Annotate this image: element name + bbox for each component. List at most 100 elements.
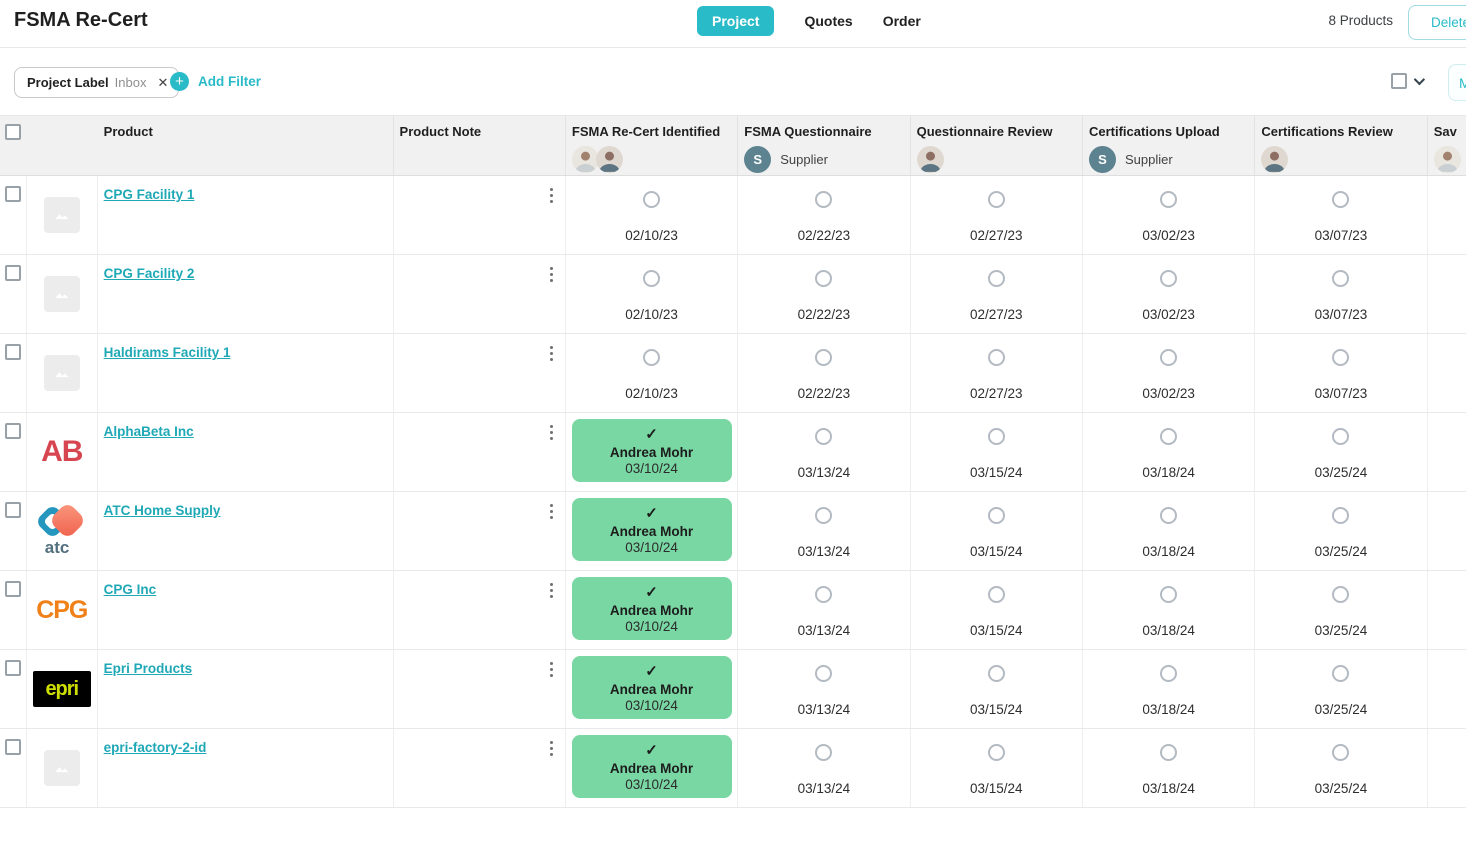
step-radio[interactable] xyxy=(1160,349,1178,366)
step-radio[interactable] xyxy=(987,428,1005,445)
bulk-select-checkbox[interactable] xyxy=(1391,73,1407,89)
step-radio[interactable] xyxy=(815,349,833,366)
row-checkbox[interactable] xyxy=(5,186,21,202)
step-date: 03/02/23 xyxy=(1142,307,1195,322)
step-radio[interactable] xyxy=(643,349,661,366)
step-radio[interactable] xyxy=(1160,744,1178,761)
kebab-menu-icon[interactable] xyxy=(548,344,555,363)
step-radio[interactable] xyxy=(987,586,1005,603)
step-cell-cutoff xyxy=(1428,650,1466,728)
tab-project[interactable]: Project xyxy=(697,6,775,36)
product-link[interactable]: CPG Facility 1 xyxy=(103,187,195,202)
products-count: 8 Products xyxy=(1328,13,1393,28)
step-radio[interactable] xyxy=(815,191,833,208)
tab-order[interactable]: Order xyxy=(882,13,921,29)
step-radio[interactable] xyxy=(987,349,1005,366)
kebab-menu-icon[interactable] xyxy=(548,265,555,284)
step-radio[interactable] xyxy=(987,507,1005,524)
supplier-avatar: S xyxy=(1088,146,1116,173)
step-radio[interactable] xyxy=(815,665,833,682)
step-radio[interactable] xyxy=(1160,507,1178,524)
step-cell: 02/27/23 xyxy=(911,255,1083,333)
avatar-photo xyxy=(1261,146,1289,173)
row-checkbox[interactable] xyxy=(5,739,21,755)
row-checkbox[interactable] xyxy=(5,265,21,281)
step-date: 02/10/23 xyxy=(625,307,678,322)
tab-quotes[interactable]: Quotes xyxy=(804,13,853,29)
product-link[interactable]: Haldirams Facility 1 xyxy=(103,345,231,360)
kebab-menu-icon[interactable] xyxy=(548,186,555,205)
step-radio[interactable] xyxy=(1160,665,1178,682)
step-radio[interactable] xyxy=(1160,586,1178,603)
row-checkbox[interactable] xyxy=(5,660,21,676)
filter-chip-project-label[interactable]: Project Label Inbox ✕ xyxy=(14,67,180,98)
step-cell: 03/13/24 xyxy=(738,650,911,728)
step-cell: 03/13/24 xyxy=(738,729,911,807)
step-radio[interactable] xyxy=(1160,270,1178,287)
kebab-menu-icon[interactable] xyxy=(548,581,555,600)
select-all-checkbox[interactable] xyxy=(5,124,21,140)
step-radio[interactable] xyxy=(987,270,1005,287)
step-radio[interactable] xyxy=(1332,428,1350,445)
step-cell: 03/02/23 xyxy=(1083,255,1256,333)
add-filter-label: Add Filter xyxy=(198,74,261,89)
step-radio[interactable] xyxy=(1332,191,1350,208)
row-checkbox[interactable] xyxy=(5,502,21,518)
product-link[interactable]: ATC Home Supply xyxy=(103,503,221,518)
step-radio[interactable] xyxy=(815,507,833,524)
product-link[interactable]: CPG Inc xyxy=(103,582,157,597)
filter-bar: Project Label Inbox ✕ + Add Filter M xyxy=(0,48,1466,115)
row-checkbox[interactable] xyxy=(5,581,21,597)
step-cell: ✓ Andrea Mohr 03/10/24 xyxy=(566,492,739,570)
kebab-menu-icon[interactable] xyxy=(548,423,555,442)
delete-button[interactable]: Delete xyxy=(1408,5,1466,40)
step-radio[interactable] xyxy=(987,665,1005,682)
step-radio[interactable] xyxy=(815,428,833,445)
step-done-chip[interactable]: ✓ Andrea Mohr 03/10/24 xyxy=(571,498,732,561)
step-radio[interactable] xyxy=(1332,270,1350,287)
product-link[interactable]: Epri Products xyxy=(103,661,193,676)
step-radio[interactable] xyxy=(1332,665,1350,682)
step-cell: 03/07/23 xyxy=(1255,176,1428,254)
message-button-cutoff[interactable]: M xyxy=(1448,64,1466,101)
row-checkbox[interactable] xyxy=(5,344,21,360)
kebab-menu-icon[interactable] xyxy=(548,660,555,679)
step-radio[interactable] xyxy=(815,744,833,761)
step-radio[interactable] xyxy=(1160,428,1178,445)
product-logo-cell: atc xyxy=(27,492,98,570)
step-cell: 03/02/23 xyxy=(1083,334,1256,412)
table-row: CPG Facility 1 02/10/23 02/22/23 02/27/23 0… xyxy=(0,176,1466,255)
product-link[interactable]: AlphaBeta Inc xyxy=(103,424,194,439)
step-radio[interactable] xyxy=(1332,349,1350,366)
step-date: 02/27/23 xyxy=(969,307,1023,322)
add-filter-button[interactable]: + Add Filter xyxy=(170,72,261,91)
chevron-down-icon[interactable] xyxy=(1413,73,1426,86)
step-cell-cutoff xyxy=(1428,571,1466,649)
kebab-menu-icon[interactable] xyxy=(548,502,555,521)
step-done-chip[interactable]: ✓ Andrea Mohr 03/10/24 xyxy=(571,656,732,719)
step-radio[interactable] xyxy=(815,270,833,287)
step-radio[interactable] xyxy=(1332,586,1350,603)
step-radio[interactable] xyxy=(1332,744,1350,761)
step-done-chip[interactable]: ✓ Andrea Mohr 03/10/24 xyxy=(571,577,732,640)
kebab-menu-icon[interactable] xyxy=(548,739,555,758)
table-body: CPG Facility 1 02/10/23 02/22/23 02/27/23 0… xyxy=(0,176,1466,808)
step-radio[interactable] xyxy=(643,270,661,287)
step-done-chip[interactable]: ✓ Andrea Mohr 03/10/24 xyxy=(571,419,732,482)
step-radio[interactable] xyxy=(1332,507,1350,524)
step-radio[interactable] xyxy=(1160,191,1178,208)
step-radio[interactable] xyxy=(643,191,661,208)
step-radio[interactable] xyxy=(987,191,1005,208)
step-radio[interactable] xyxy=(815,586,833,603)
step-cell: 03/18/24 xyxy=(1083,413,1256,491)
step-radio[interactable] xyxy=(987,744,1005,761)
step-cell: ✓ Andrea Mohr 03/10/24 xyxy=(566,650,739,728)
table-row: epri-factory-2-id ✓ Andrea Mohr 03/10/24 03… xyxy=(0,729,1466,808)
product-link[interactable]: CPG Facility 2 xyxy=(103,266,195,281)
step-done-chip[interactable]: ✓ Andrea Mohr 03/10/24 xyxy=(571,735,732,798)
product-logo: atc xyxy=(34,501,87,558)
product-link[interactable]: epri-factory-2-id xyxy=(103,740,207,755)
close-icon[interactable]: ✕ xyxy=(157,74,169,90)
row-checkbox[interactable] xyxy=(5,423,21,439)
step-date: 02/22/23 xyxy=(797,228,851,243)
